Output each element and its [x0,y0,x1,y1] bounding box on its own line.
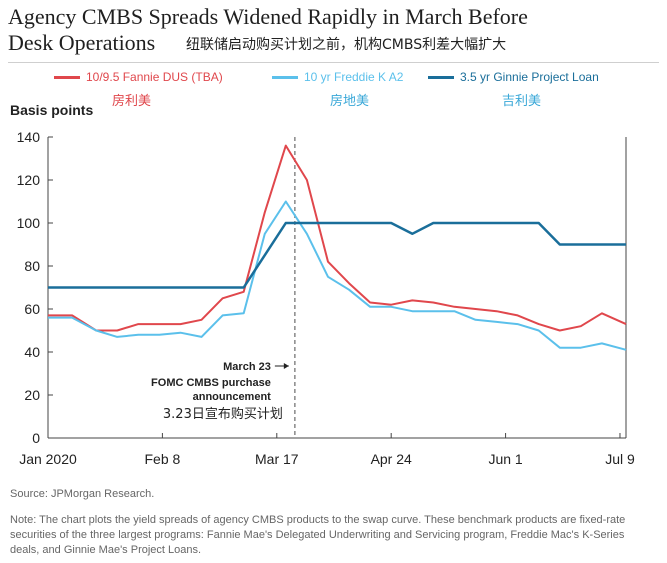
annotation-date: March 23 [223,361,271,373]
legend-swatch-freddie [272,75,298,79]
legend-cn-freddie: 房地美 [330,94,370,109]
title-divider [8,62,659,63]
chart-plot: 0 20 40 60 80 100 120 140 Jan 2020 Feb 8 Mar 17 Apr… [17,129,635,467]
x-tick-label: Apr 24 [371,451,412,467]
legend-item-freddie: 10 yr Freddie K A2 [272,70,403,84]
y-tick-label: 20 [24,387,40,403]
chart-title-line2: Desk Operations [8,30,156,55]
legend-label-fannie: 10/9.5 Fannie DUS (TBA) [86,70,223,84]
x-tick-label: Jun 1 [488,451,522,467]
y-tick-label: 80 [24,258,40,274]
series-line-fannie [48,144,627,332]
footnote: Note: The chart plots the yield spreads … [10,514,626,556]
y-tick-label: 140 [17,129,41,145]
y-tick-label: 120 [17,172,41,188]
source-note: Source: JPMorgan Research. [10,488,155,500]
legend-swatch-fannie [54,75,80,79]
y-tick-label: 40 [24,344,40,360]
series-line-freddie [48,200,627,351]
legend-cn-ginnie: 吉利美 [502,94,542,109]
annotation-chinese: 3.23日宣布购买计划 [163,406,283,422]
annotation-text-line1: FOMC CMBS purchase [151,377,271,389]
legend-cn-fannie: 房利美 [112,94,152,109]
x-tick-label: Feb 8 [144,451,180,467]
legend-item-fannie: 10/9.5 Fannie DUS (TBA) [54,70,223,84]
series-line-ginnie [48,221,626,289]
x-tick-label: Jul 9 [605,451,635,467]
legend-item-ginnie: 3.5 yr Ginnie Project Loan [428,70,599,84]
y-tick-label: 60 [24,301,40,317]
chart-title-line1: Agency CMBS Spreads Widened Rapidly in M… [8,4,528,29]
x-tick-label: Jan 2020 [19,451,77,467]
annotation-arrowhead [283,363,289,369]
x-tick-label: Mar 17 [255,451,299,467]
chart-title-chinese: 纽联储启动购买计划之前，机构CMBS利差大幅扩大 [186,37,507,53]
y-tick-label: 100 [17,215,41,231]
annotation-text-line2: announcement [193,391,272,403]
legend-swatch-ginnie [428,75,454,79]
legend-label-ginnie: 3.5 yr Ginnie Project Loan [460,70,599,84]
y-axis-label: Basis points [10,102,94,118]
legend-label-freddie: 10 yr Freddie K A2 [304,70,404,84]
y-tick-label: 0 [32,430,40,446]
